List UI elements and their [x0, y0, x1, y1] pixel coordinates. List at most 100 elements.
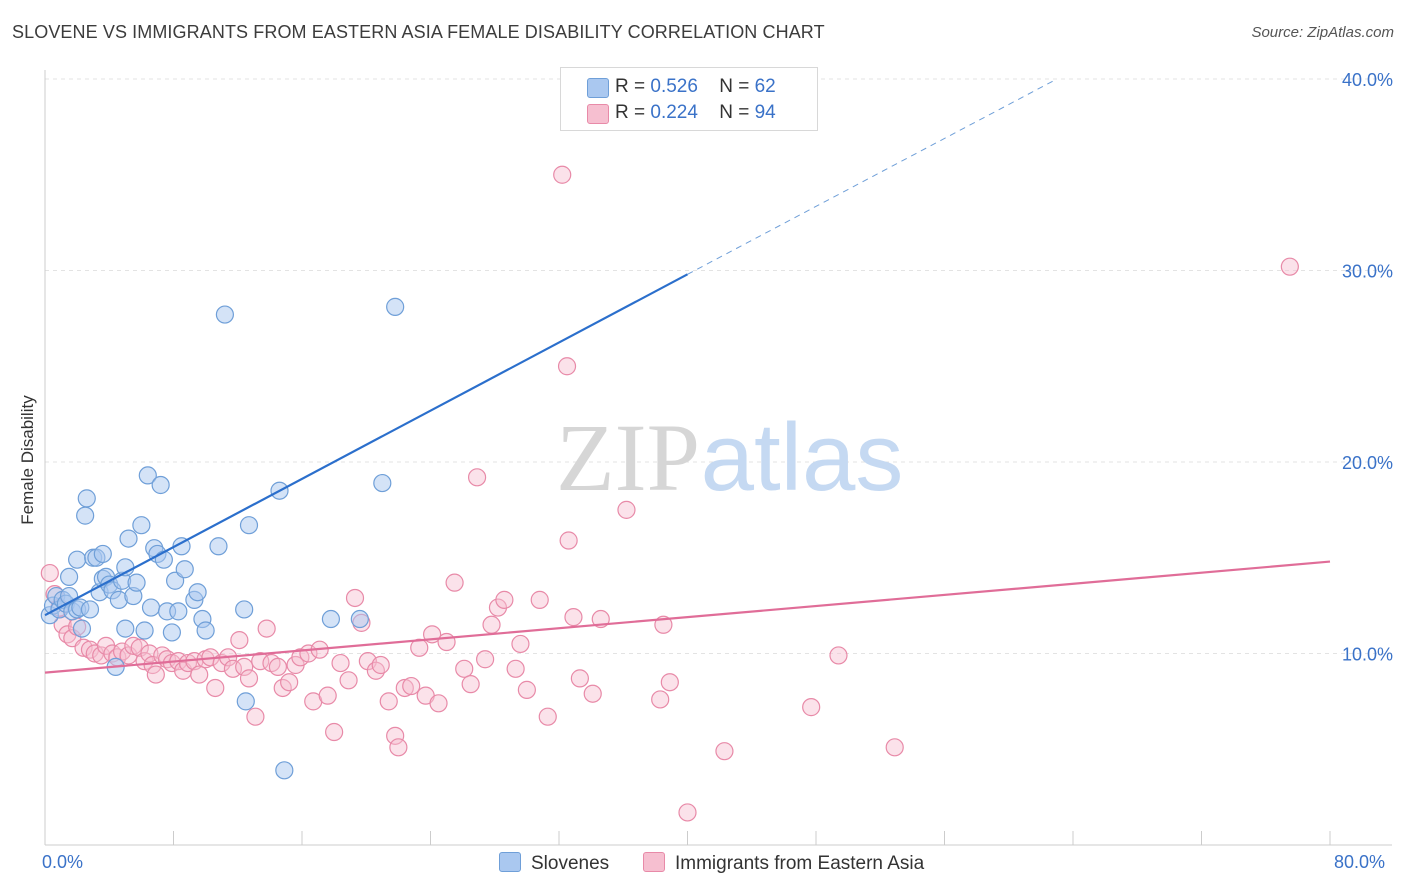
pink-point-36	[230, 630, 249, 650]
pink-point-80	[517, 680, 536, 699]
pink-point-85	[559, 531, 578, 550]
pink-point-7	[74, 638, 93, 657]
legend-row-pink: R = 0.224 N = 94	[587, 102, 776, 124]
y-tick-label-0: 10.0%	[1342, 645, 1393, 665]
blue-point-50	[209, 537, 228, 556]
pink-point-86	[564, 608, 583, 627]
pink-point-0	[40, 563, 59, 583]
blue-point-11	[72, 619, 92, 638]
blue-point-60	[386, 297, 405, 316]
pink-point-53	[331, 653, 350, 673]
legend-r-label: R =	[615, 76, 646, 97]
x-tick-max: 80.0%	[1334, 852, 1386, 872]
blue-point-56	[275, 761, 294, 780]
pink-point-58	[366, 661, 385, 680]
pink-point-88	[583, 684, 602, 703]
blue-point-47	[188, 583, 207, 602]
pink-point-99	[1280, 257, 1299, 276]
blue-point-51	[215, 305, 234, 324]
source-credit: Source: ZipAtlas.com	[1251, 24, 1394, 41]
blue-point-49	[196, 621, 215, 640]
pink-point-39	[246, 707, 265, 726]
pink-point-72	[461, 675, 480, 694]
pink-point-54	[339, 671, 358, 690]
blue-point-34	[138, 466, 157, 485]
pink-point-96	[802, 698, 821, 717]
pink-series-points	[40, 165, 1299, 822]
y-tick-label-1: 20.0%	[1342, 453, 1393, 473]
blue-point-33	[135, 621, 154, 640]
pink-point-41	[257, 619, 276, 638]
pink-trend-line	[44, 560, 1331, 674]
blue-series-points	[40, 69, 588, 780]
blue-point-45	[175, 560, 194, 579]
blue-point-13	[77, 489, 96, 508]
bottom-legend-swatch-blue	[499, 852, 521, 872]
grid-lines	[45, 78, 1392, 654]
pink-point-52	[325, 722, 344, 742]
bottom-legend-pink: Immigrants from Eastern Asia	[643, 852, 924, 875]
pink-point-21	[146, 665, 165, 684]
bottom-legend-label-pink: Immigrants from Eastern Asia	[675, 853, 925, 874]
blue-point-29	[119, 529, 138, 548]
pink-point-74	[476, 650, 495, 669]
pink-point-77	[495, 590, 514, 609]
blue-point-54	[239, 516, 259, 535]
pink-point-79	[511, 634, 530, 654]
pink-point-94	[651, 690, 670, 709]
pink-point-55	[345, 588, 365, 608]
pink-point-83	[553, 165, 572, 184]
x-tick-min: 0.0%	[42, 852, 84, 872]
blue-point-59	[373, 473, 392, 493]
pink-point-38	[239, 669, 259, 688]
pink-point-68	[429, 694, 448, 713]
pink-point-93	[678, 803, 697, 822]
bottom-legend-blue: Slovenes	[499, 852, 609, 875]
pink-point-63	[395, 678, 414, 698]
pink-point-61	[386, 726, 405, 745]
blue-point-10	[59, 567, 79, 587]
pink-point-69	[437, 632, 456, 652]
legend-r-value-pink: 0.224	[650, 102, 698, 123]
pink-point-90	[617, 500, 636, 519]
legend-n-value-blue: 62	[754, 76, 776, 97]
blue-point-53	[236, 692, 255, 711]
pink-point-16	[124, 636, 143, 655]
blue-point-41	[162, 623, 181, 642]
legend-row-blue: R = 0.526 N = 62	[587, 76, 776, 98]
blue-point-14	[68, 550, 87, 569]
y-tick-label-2: 30.0%	[1342, 262, 1393, 282]
watermark: ZIP atlas	[556, 404, 903, 511]
pink-point-29	[190, 665, 209, 684]
pink-point-40	[251, 652, 270, 671]
legend-swatch-blue	[587, 78, 609, 98]
legend-r-value-blue: 0.526	[650, 76, 698, 97]
watermark-zip: ZIP	[556, 404, 700, 511]
pink-point-95	[715, 742, 734, 761]
blue-point-12	[76, 506, 95, 525]
pink-point-70	[445, 573, 464, 592]
blue-point-15	[80, 600, 100, 619]
pink-point-73	[467, 468, 487, 487]
blue-trend-extension	[687, 78, 1058, 275]
pink-point-71	[455, 659, 474, 678]
pink-point-75	[482, 615, 501, 634]
legend-n-label: N =	[719, 102, 750, 123]
bottom-legend-label-blue: Slovenes	[531, 853, 610, 874]
chart-title: SLOVENE VS IMMIGRANTS FROM EASTERN ASIA …	[12, 22, 825, 42]
legend-swatch-pink	[587, 104, 609, 124]
legend-n-label: N =	[719, 76, 750, 97]
watermark-atlas: atlas	[701, 404, 904, 511]
legend: R = 0.526 N = 62 R = 0.224 N = 94	[560, 67, 818, 131]
pink-point-92	[660, 673, 679, 692]
y-tick-label-3: 40.0%	[1342, 70, 1393, 90]
pink-point-32	[206, 678, 225, 698]
axes	[44, 70, 1392, 846]
pink-point-62	[389, 738, 408, 757]
blue-point-52	[235, 600, 254, 619]
pink-point-82	[538, 707, 557, 726]
blue-point-39	[154, 550, 173, 569]
blue-point-35	[141, 598, 161, 617]
blue-point-38	[151, 475, 170, 495]
